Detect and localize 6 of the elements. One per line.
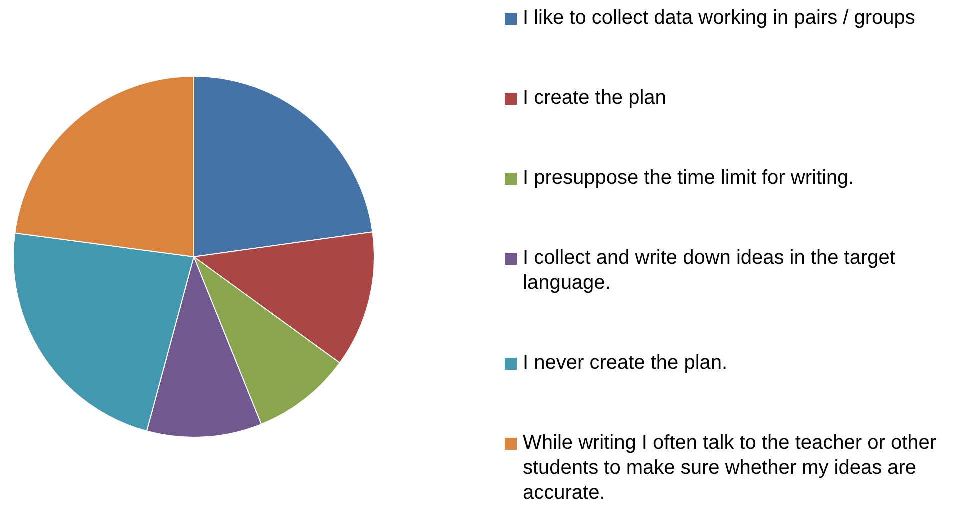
legend-label: I never create the plan. xyxy=(523,351,728,376)
legend-label: I collect and write down ideas in the target language. xyxy=(523,246,896,296)
legend-label: I like to collect data working in pairs / groups xyxy=(523,6,916,31)
legend-label: I presuppose the time limit for writing. xyxy=(523,166,854,191)
legend-label: I create the plan xyxy=(523,86,666,111)
legend-label: While writing I often talk to the teacher or other students to make sure whether my ideas are accurate. xyxy=(523,431,938,506)
